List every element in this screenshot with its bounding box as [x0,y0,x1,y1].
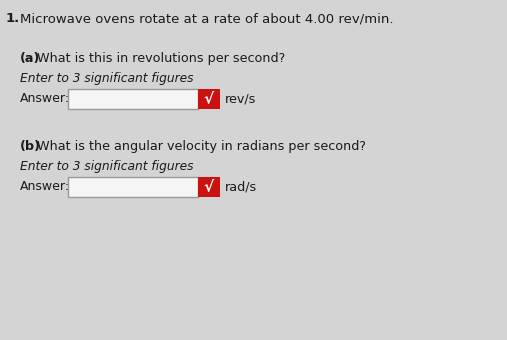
Text: rev/s: rev/s [225,92,257,105]
Text: Microwave ovens rotate at a rate of about 4.00 rev/min.: Microwave ovens rotate at a rate of abou… [20,12,393,25]
Text: rad/s: rad/s [225,180,257,193]
Text: (b): (b) [20,140,41,153]
FancyBboxPatch shape [198,89,220,109]
Text: √: √ [204,180,214,194]
Text: What is the angular velocity in radians per second?: What is the angular velocity in radians … [37,140,366,153]
Text: Answer:: Answer: [20,92,70,105]
FancyBboxPatch shape [68,177,198,197]
FancyBboxPatch shape [198,177,220,197]
Text: 1.: 1. [6,12,20,25]
Text: Enter to 3 significant figures: Enter to 3 significant figures [20,72,194,85]
Text: Enter to 3 significant figures: Enter to 3 significant figures [20,160,194,173]
Text: What is this in revolutions per second?: What is this in revolutions per second? [37,52,285,65]
Text: Answer:: Answer: [20,180,70,193]
Text: √: √ [204,91,214,106]
Text: (a): (a) [20,52,41,65]
FancyBboxPatch shape [68,89,198,109]
